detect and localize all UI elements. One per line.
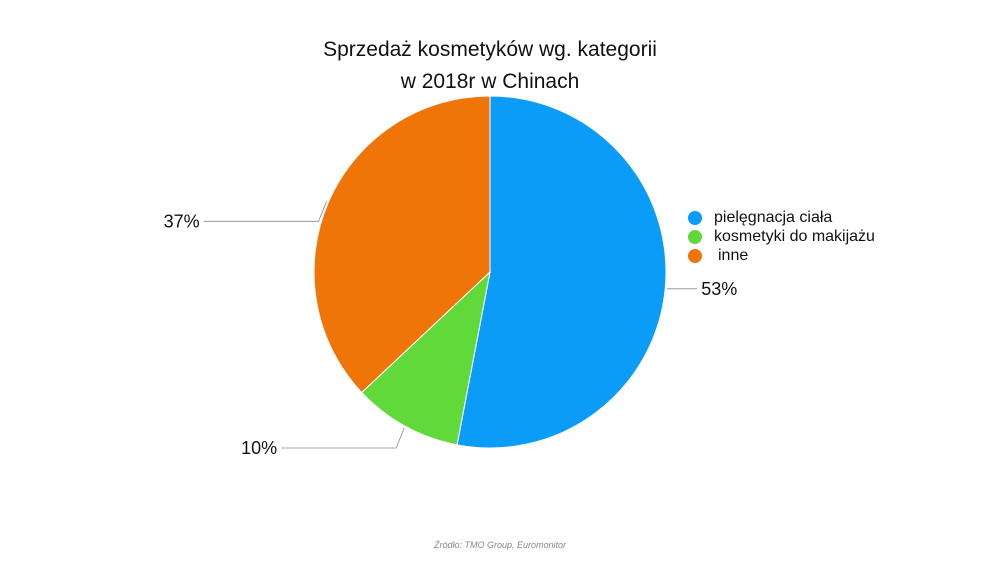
chart-title-line-2: w 2018r w Chinach [400,70,580,93]
pie-slice-inne [313,95,491,394]
legend-item-makijaz: kosmetyki do makijażu [688,227,875,246]
pie-slice-kosmetyki-do-makijazu [360,270,491,446]
legend-label-makijaz: kosmetyki do makijażu [714,227,875,245]
legend-dot-inne [688,248,702,263]
legend-dot-pielegnacja [688,210,702,225]
leader-line-kosmetyki-do-makijazu [281,427,405,449]
slice-label-pielegnacja-ciala: 53% [701,279,737,299]
chart-legend: pielęgnacja ciała kosmetyki do makijażu … [688,208,875,265]
source-note: Źródło: TMO Group, Euromonitor [433,540,567,550]
slice-label-inne: 37% [164,211,200,231]
pie-slice-pielegnacja-ciala [456,95,667,449]
leader-line-inne [203,201,327,222]
chart-title-line-1: Sprzedaż kosmetyków wg. kategorii [323,38,657,61]
legend-item-inne: inne [688,246,875,265]
legend-label-pielegnacja: pielęgnacja ciała [714,208,833,226]
chart-title: Sprzedaż kosmetyków wg. kategorii w 2018… [0,34,980,98]
legend-dot-makijaz [688,229,702,244]
legend-label-inne: inne [718,246,749,264]
slice-label-kosmetyki-do-makijazu: 10% [241,438,277,458]
legend-item-pielegnacja: pielęgnacja ciała [688,208,875,227]
